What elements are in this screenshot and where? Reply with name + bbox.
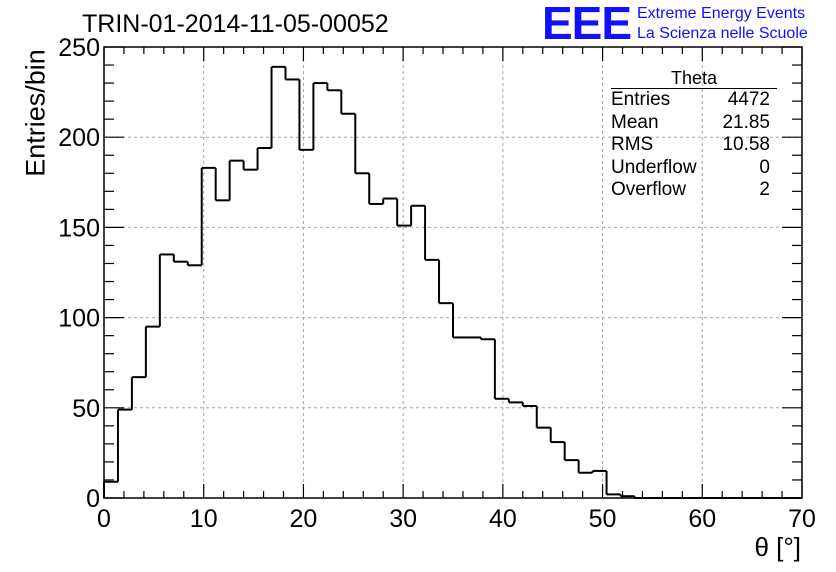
y-tick-label: 200: [58, 124, 100, 152]
stats-label: Overflow: [611, 179, 686, 201]
y-tick-label: 0: [86, 485, 100, 513]
axis-ticks: [103, 46, 803, 499]
stats-label: RMS: [611, 134, 654, 156]
chart-title: TRIN-01-2014-11-05-00052: [82, 10, 389, 38]
stats-value: 4472: [727, 89, 770, 110]
stats-row-overflow: Overflow 2: [611, 179, 777, 202]
x-tick-label: 20: [290, 505, 318, 533]
logo-subtitle-2: La Scienza nelle Scuole: [637, 25, 808, 42]
eee-logo: EEE Extreme Energy Events La Scienza nel…: [542, 0, 832, 49]
stats-label: Entries: [611, 89, 671, 110]
stats-row-entries: Entries 4472: [611, 89, 777, 112]
stats-value: 0: [759, 156, 770, 178]
x-tick-label: 10: [190, 505, 218, 533]
stats-row-mean: Mean 21.85: [611, 112, 777, 135]
x-tick-label: 70: [788, 505, 816, 533]
x-tick-label: 50: [589, 505, 617, 533]
x-tick-label: 40: [489, 505, 517, 533]
x-axis-label: θ [°]: [754, 532, 801, 562]
logo-subtitle-1: Extreme Energy Events: [637, 5, 806, 22]
stats-row-rms: RMS 10.58: [611, 134, 777, 157]
stats-box: Theta Entries 4472 Mean 21.85 RMS 10.58 …: [611, 68, 777, 202]
stats-label: Underflow: [611, 156, 697, 178]
stats-row-underflow: Underflow 0: [611, 157, 777, 180]
y-tick-labels: 0 50 100 150 200 250: [58, 34, 100, 513]
stats-value: 10.58: [722, 134, 770, 156]
logo-letters: EEE: [542, 0, 632, 49]
y-tick-label: 50: [72, 395, 100, 423]
y-axis-label: Entries/bin: [20, 49, 51, 177]
stats-value: 2: [759, 179, 770, 201]
stats-title: Theta: [611, 68, 777, 89]
plot-frame: [103, 46, 803, 499]
x-tick-label: 30: [389, 505, 417, 533]
x-tick-label: 0: [97, 505, 111, 533]
y-tick-label: 150: [58, 214, 100, 242]
x-tick-label: 60: [688, 505, 716, 533]
x-tick-labels: 0 10 20 30 40 50 60 70: [97, 505, 816, 533]
stats-value: 21.85: [722, 111, 770, 133]
y-tick-label: 250: [58, 34, 100, 62]
stats-label: Mean: [611, 111, 659, 133]
y-tick-label: 100: [58, 305, 100, 333]
